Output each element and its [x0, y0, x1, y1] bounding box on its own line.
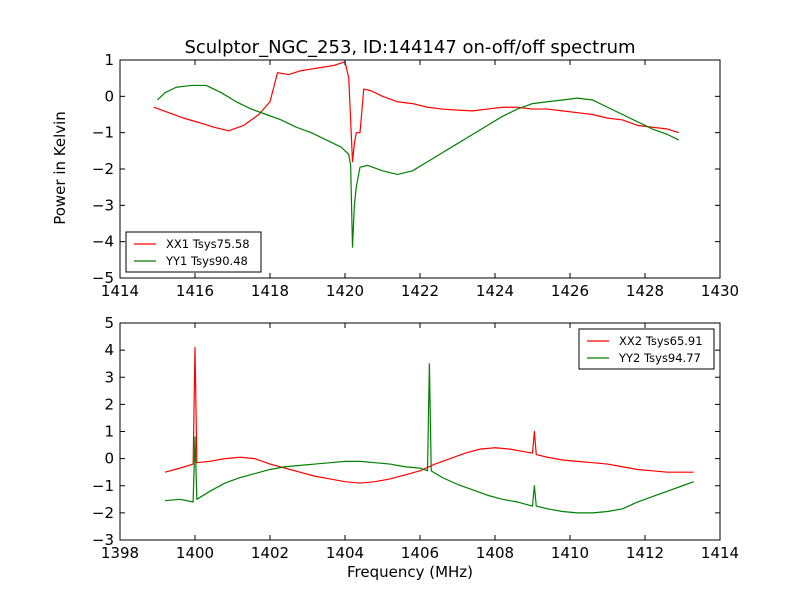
- top-y-axis-label: Power in Kelvin: [51, 111, 69, 225]
- x-tick-label: 1408: [476, 544, 514, 562]
- y-tick-label: 5: [104, 314, 114, 332]
- x-tick-label: 1414: [701, 544, 739, 562]
- x-tick-label: 1412: [626, 544, 664, 562]
- x-tick-label: 1398: [101, 544, 139, 562]
- x-tick-label: 1428: [626, 282, 664, 300]
- y-tick-label: 2: [104, 395, 114, 413]
- x-tick-label: 1400: [176, 544, 214, 562]
- legend: XX2 Tsys65.91 YY2 Tsys94.77: [578, 328, 715, 370]
- x-tick-label: 1416: [176, 282, 214, 300]
- x-tick-label: 1418: [251, 282, 289, 300]
- legend-box: [578, 328, 715, 370]
- series-line-xx-panel-1: [153, 61, 679, 163]
- y-tick-label: −2: [92, 504, 114, 522]
- y-tick-label: −1: [92, 477, 114, 495]
- x-tick-label: 1422: [401, 282, 439, 300]
- x-tick-label: 1410: [551, 544, 589, 562]
- series-line-yy-panel-2: [164, 363, 694, 514]
- y-tick-label: 1: [104, 423, 114, 441]
- chart-title: Sculptor_NGC_253, ID:144147 on-off/off s…: [184, 37, 635, 58]
- legend-box: [125, 231, 262, 273]
- bottom-panel: 1398 1400 1402 1404 1406 1408 1410 1412 1414−3−2…: [92, 314, 739, 562]
- y-tick-label: −3: [92, 196, 114, 214]
- series-line-yy-panel-1: [157, 84, 680, 248]
- x-tick-label: 1406: [401, 544, 439, 562]
- y-tick-label: −5: [92, 269, 114, 287]
- x-tick-label: 1402: [251, 544, 289, 562]
- legend-entry-label: XX1 Tsys75.58: [166, 237, 250, 251]
- y-tick-label: 3: [104, 368, 114, 386]
- x-tick-label: 1424: [476, 282, 514, 300]
- legend-entry-label: YY1 Tsys90.48: [165, 254, 248, 268]
- y-tick-label: −1: [92, 124, 114, 142]
- x-tick-label: 1420: [326, 282, 364, 300]
- legend-entry-label: XX2 Tsys65.91: [619, 334, 703, 348]
- series-line-xx-panel-2: [164, 346, 694, 484]
- y-tick-label: 0: [104, 450, 114, 468]
- x-tick-label: 1430: [701, 282, 739, 300]
- y-tick-label: −2: [92, 160, 114, 178]
- y-tick-label: 4: [104, 341, 114, 359]
- legend: XX1 Tsys75.58 YY1 Tsys90.48: [125, 231, 262, 273]
- x-tick-label: 1426: [551, 282, 589, 300]
- y-tick-label: −3: [92, 531, 114, 549]
- x-tick-label: 1414: [101, 282, 139, 300]
- y-tick-label: −4: [92, 233, 114, 251]
- x-tick-label: 1404: [326, 544, 364, 562]
- top-panel: 1414 1416 1418 1420 1422 1424 1426 1428 1430 −5 −4…: [92, 51, 739, 300]
- bottom-x-axis-label: Frequency (MHz): [347, 563, 473, 581]
- y-tick-label: 1: [104, 51, 114, 69]
- y-tick-label: 0: [104, 87, 114, 105]
- legend-entry-label: YY2 Tsys94.77: [618, 351, 701, 365]
